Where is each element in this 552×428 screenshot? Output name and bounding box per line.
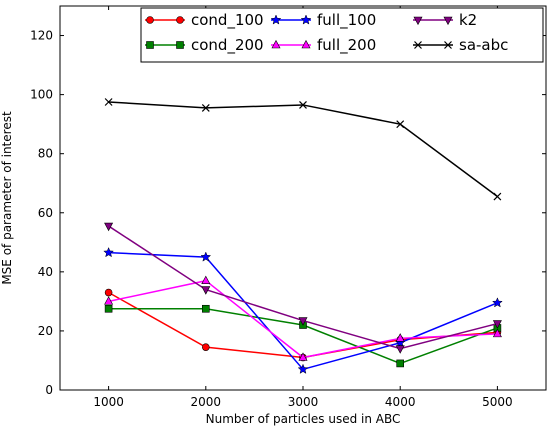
x-marker-stroke (414, 41, 422, 49)
series-full_200 (104, 275, 502, 361)
series-line-k2 (108, 225, 498, 350)
x-marker-stroke (444, 41, 452, 49)
legend-entry-cond_200: cond_200 (145, 36, 264, 55)
data-point-k2 (201, 286, 211, 295)
data-point-sa-abc (104, 98, 113, 106)
legend-box (140, 7, 544, 63)
legend-marker (444, 41, 452, 49)
series-line-full_100 (108, 251, 498, 371)
data-point-full_100 (103, 246, 114, 258)
legend-label: k2 (459, 11, 477, 29)
legend-label: full_200 (317, 36, 376, 55)
y-axis-label: MSE of parameter of interest (0, 111, 14, 285)
data-point-cond_200 (202, 304, 210, 313)
legend-entry-k2: k2 (413, 11, 477, 29)
data-point-k2 (104, 222, 114, 232)
data-point-full_200 (395, 333, 405, 342)
legend-marker (146, 41, 154, 49)
data-point-full_200 (298, 352, 308, 361)
legend-label: cond_200 (191, 36, 264, 55)
series-k2 (104, 222, 502, 354)
legend-marker (270, 14, 282, 25)
data-point-cond_200 (396, 359, 405, 368)
x-tick-label: 3000 (288, 395, 319, 409)
legend-label: cond_100 (191, 11, 264, 30)
x-tick-label: 5000 (482, 395, 513, 409)
series-line-sa-abc (108, 101, 498, 198)
y-tick-label: 0 (45, 383, 53, 397)
data-point-sa-abc (299, 101, 307, 109)
legend-marker (271, 39, 281, 49)
legend-marker (146, 16, 154, 24)
plot-frame (59, 5, 547, 391)
data-point-cond_100 (104, 288, 113, 297)
legend-entry-full_200: full_200 (271, 36, 376, 55)
legend-marker (413, 16, 423, 26)
data-point-full_100 (297, 363, 309, 374)
data-point-k2 (298, 317, 308, 326)
series-full_100 (103, 246, 503, 374)
data-point-full_200 (492, 328, 502, 338)
y-tick-label: 120 (30, 29, 53, 43)
data-point-full_200 (104, 296, 114, 305)
legend-label: full_100 (317, 11, 376, 30)
y-tick-label: 80 (38, 147, 53, 161)
data-point-k2 (492, 320, 502, 329)
series-layer (103, 98, 503, 374)
legend-entry-cond_100: cond_100 (145, 11, 264, 30)
data-point-cond_100 (202, 343, 210, 351)
x-tick-label: 4000 (385, 395, 416, 409)
data-point-full_100 (200, 251, 212, 262)
data-point-full_100 (492, 297, 503, 308)
data-point-full_200 (201, 275, 211, 285)
legend-entry-full_100: full_100 (270, 11, 376, 30)
x-marker-stroke (299, 101, 307, 109)
data-point-k2 (395, 345, 405, 354)
y-tick-label: 100 (30, 88, 53, 102)
legend: cond_100 cond_200 full_100 full_200 k2 sa-abc (140, 7, 544, 63)
legend-marker (176, 16, 184, 24)
x-marker-stroke (104, 98, 113, 106)
data-point-sa-abc (201, 103, 210, 112)
legend-marker (300, 14, 312, 25)
y-tick-label: 40 (38, 265, 53, 279)
x-marker-stroke (396, 120, 405, 129)
legend-label: sa-abc (459, 36, 508, 54)
legend-marker (443, 16, 453, 26)
series-sa-abc (104, 98, 502, 201)
data-point-sa-abc (493, 192, 502, 201)
x-tick-label: 1000 (93, 395, 124, 409)
x-marker-stroke (201, 103, 210, 112)
x-marker-stroke (493, 192, 502, 201)
data-point-sa-abc (396, 120, 405, 129)
x-axis-label: Number of particles used in ABC (206, 412, 401, 426)
legend-marker (414, 41, 422, 49)
legend-marker (176, 41, 184, 49)
axes-layer (59, 5, 547, 391)
y-tick-label: 20 (38, 324, 53, 338)
y-tick-label: 60 (38, 206, 53, 220)
x-tick-label: 2000 (191, 395, 222, 409)
data-point-cond_200 (104, 304, 113, 313)
ticks-layer: 1000 2000 3000 4000 5000 0 20 40 60 80 100 120 (30, 6, 546, 409)
legend-marker (301, 39, 311, 49)
legend-entry-sa-abc: sa-abc (413, 36, 508, 54)
